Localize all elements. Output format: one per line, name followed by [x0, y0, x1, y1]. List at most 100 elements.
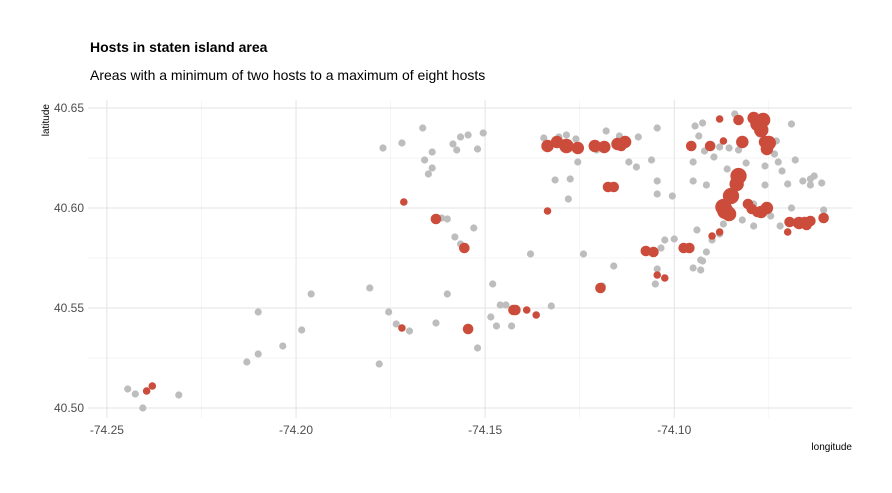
data-point [710, 153, 718, 161]
data-point [489, 280, 497, 288]
data-point [791, 156, 799, 164]
data-point [451, 233, 459, 241]
data-point [689, 264, 697, 272]
data-point [453, 146, 461, 154]
data-point [419, 124, 427, 132]
data-point-highlight [742, 198, 754, 210]
chart-subtitle: Areas with a minimum of two hosts to a m… [90, 67, 485, 83]
x-axis-label: longitude [811, 442, 852, 453]
data-point-highlight [708, 232, 716, 240]
data-point [547, 302, 555, 310]
data-point [657, 244, 665, 252]
data-point [689, 177, 697, 185]
y-tick-label: 40.50 [54, 401, 84, 415]
data-point-highlight [715, 228, 724, 236]
data-point [572, 135, 580, 143]
data-point [449, 140, 457, 148]
data-point-highlight [685, 140, 697, 152]
data-point [750, 222, 758, 230]
data-point [738, 216, 746, 224]
y-axis-label: latitude [41, 104, 52, 137]
data-point [761, 181, 769, 189]
data-point [697, 266, 705, 274]
data-point [787, 120, 796, 128]
data-point [668, 192, 676, 200]
data-point [473, 145, 482, 153]
data-point [787, 204, 796, 212]
data-point [725, 144, 733, 152]
data-point-highlight [559, 138, 574, 154]
x-tick-label: -74.25 [90, 423, 124, 437]
x-tick-label: -74.20 [279, 423, 313, 437]
data-point [496, 301, 504, 309]
data-point-highlight [398, 324, 406, 332]
data-point [428, 148, 436, 156]
data-point [124, 385, 132, 393]
data-point [424, 170, 432, 178]
y-tick-label: 40.65 [54, 101, 84, 115]
data-point [716, 143, 724, 151]
data-point-highlight [818, 212, 829, 224]
data-point [405, 327, 414, 335]
data-point [443, 290, 451, 298]
data-point [818, 179, 826, 187]
y-tick-label: 40.60 [54, 201, 84, 215]
data-point [734, 146, 743, 154]
data-point [691, 122, 699, 130]
data-point [799, 177, 807, 185]
data-point-highlight [608, 181, 620, 193]
data-point [770, 150, 779, 158]
data-point-highlight [721, 206, 737, 222]
data-point [139, 404, 147, 412]
data-point [699, 119, 707, 127]
data-point [653, 124, 661, 132]
data-point-highlight [719, 137, 728, 145]
data-point [689, 158, 697, 166]
data-point [456, 133, 465, 141]
data-point [492, 322, 501, 330]
data-point [254, 308, 262, 316]
data-point [579, 250, 588, 258]
data-point [473, 344, 482, 352]
data-point-highlight [715, 115, 724, 123]
data-point [540, 134, 548, 142]
data-point [695, 132, 703, 140]
data-point [742, 159, 750, 167]
data-point [767, 212, 775, 220]
data-point [375, 360, 383, 368]
data-point-highlight [733, 114, 744, 126]
data-point [653, 265, 661, 273]
data-point [298, 326, 306, 334]
data-point-highlight [653, 271, 661, 279]
data-point [464, 131, 472, 139]
data-point [806, 175, 814, 183]
data-point [392, 320, 400, 328]
data-point-highlight [736, 135, 749, 149]
data-point [761, 162, 769, 170]
data-point [702, 181, 710, 189]
data-point [443, 215, 451, 223]
data-point-highlight [760, 201, 774, 215]
data-point [806, 181, 814, 189]
tick-labels: -74.25 -74.20 -74.15 -74.10 40.50 40.55 40.60 4… [54, 101, 692, 437]
x-tick-label: -74.15 [468, 423, 502, 437]
data-point-highlight [722, 187, 740, 205]
data-point-highlight [543, 207, 552, 215]
data-point-highlight [595, 282, 606, 294]
data-point [723, 165, 731, 173]
data-point [307, 290, 315, 298]
data-point-highlight [801, 219, 812, 231]
data-point-highlight [754, 122, 769, 138]
data-point [432, 319, 440, 327]
data-point [653, 177, 661, 185]
data-point-highlight [588, 139, 602, 153]
data-point [653, 190, 661, 198]
data-point [254, 350, 262, 358]
data-points [124, 110, 829, 412]
data-point-highlight [430, 213, 442, 225]
y-tick-label: 40.55 [54, 301, 84, 315]
data-point-highlight [148, 382, 157, 390]
data-point-highlight [400, 198, 408, 206]
data-point-highlight [729, 176, 744, 192]
